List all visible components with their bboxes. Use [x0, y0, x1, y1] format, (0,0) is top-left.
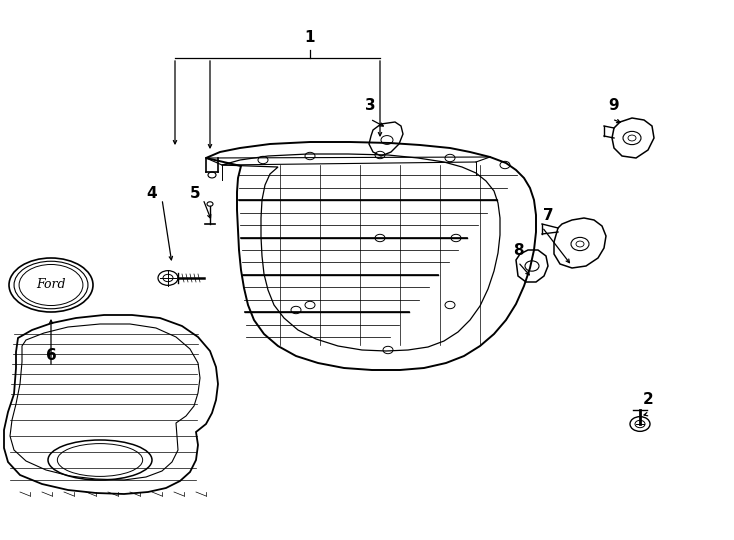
- Text: 6: 6: [46, 348, 57, 362]
- Text: 1: 1: [305, 30, 315, 45]
- Text: 2: 2: [643, 393, 653, 408]
- Text: 5: 5: [189, 186, 200, 200]
- Text: 9: 9: [608, 98, 619, 112]
- Text: 3: 3: [365, 98, 375, 112]
- Text: 7: 7: [542, 207, 553, 222]
- Text: Ford: Ford: [36, 279, 66, 292]
- Text: 4: 4: [147, 186, 157, 200]
- Text: 8: 8: [512, 242, 523, 258]
